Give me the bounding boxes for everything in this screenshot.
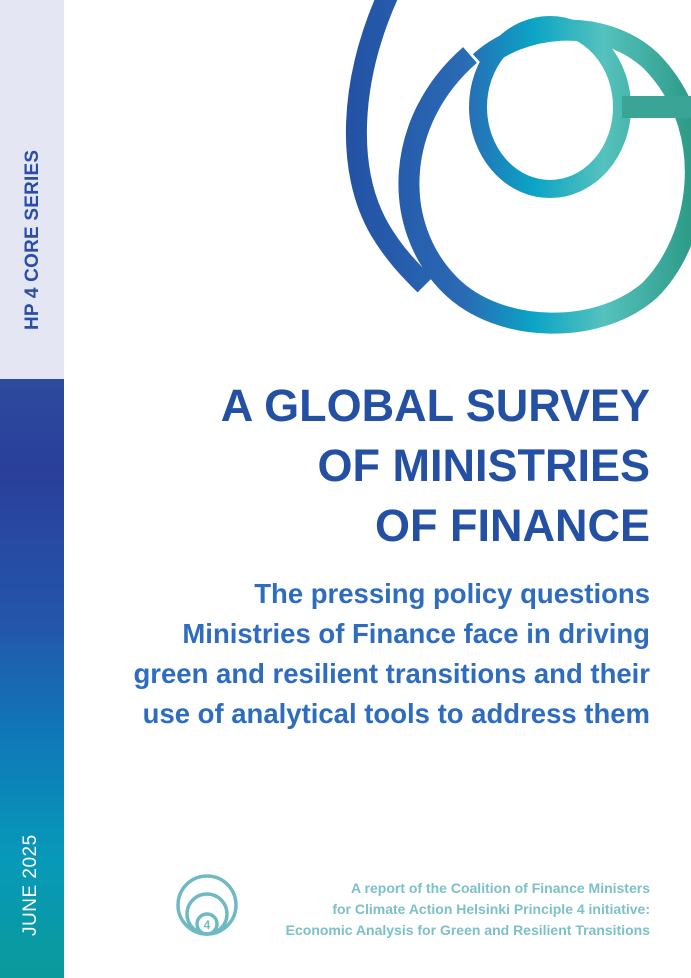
sidebar-strip-gradient — [0, 379, 64, 978]
sidebar-strip-light — [0, 0, 64, 379]
subtitle-line: use of analytical tools to address them — [142, 698, 650, 729]
subtitle-line: The pressing policy questions — [254, 578, 650, 609]
report-footer: A report of the Coalition of Finance Min… — [286, 878, 650, 941]
title-line: A GLOBAL SURVEY — [220, 380, 650, 431]
publication-date: JUNE 2025 — [20, 834, 41, 936]
footer-line: A report of the Coalition of Finance Min… — [351, 880, 650, 896]
badge-number: 4 — [204, 918, 211, 932]
footer-line: Economic Analysis for Green and Resilien… — [285, 922, 650, 938]
report-title: A GLOBAL SURVEY OF MINISTRIES OF FINANCE — [221, 376, 650, 556]
swirl-logo-graphic — [345, 0, 691, 334]
subtitle-line: Ministries of Finance face in driving — [182, 618, 650, 649]
inner-ring — [469, 16, 631, 198]
title-line: OF FINANCE — [375, 500, 650, 551]
hp4-badge-icon: 4 — [176, 874, 238, 936]
middle-ring — [398, 19, 691, 334]
outer-arc — [345, 0, 433, 293]
connector-bar — [622, 96, 691, 118]
footer-line: for Climate Action Helsinki Principle 4 … — [332, 901, 650, 917]
report-subtitle: The pressing policy questions Ministries… — [134, 574, 651, 734]
title-line: OF MINISTRIES — [317, 440, 650, 491]
subtitle-line: green and resilient transitions and thei… — [133, 658, 651, 689]
